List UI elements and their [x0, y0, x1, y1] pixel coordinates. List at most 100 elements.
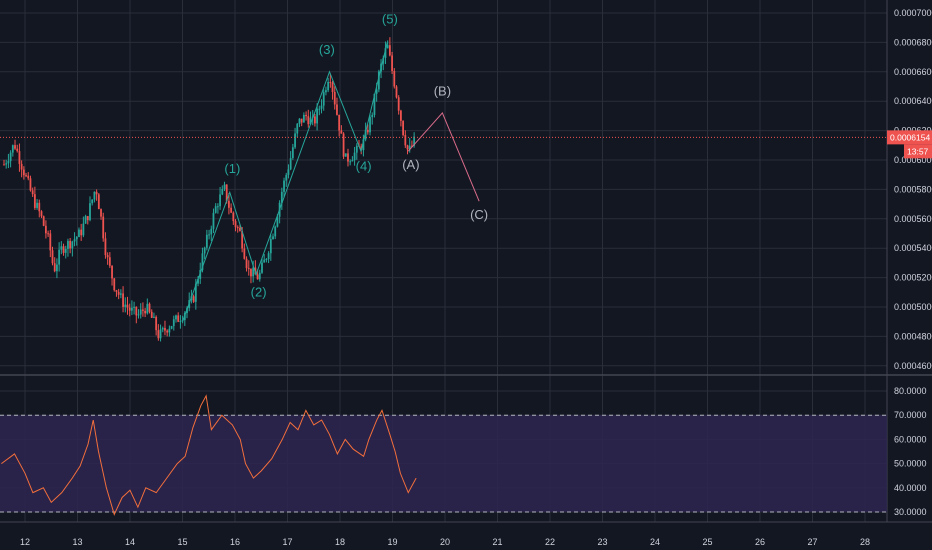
candle-body — [413, 136, 416, 146]
candle-body — [406, 145, 409, 150]
candle-body — [106, 255, 109, 258]
date-tick-label: 16 — [230, 537, 240, 547]
candle-body — [38, 202, 41, 212]
candle-body — [172, 319, 175, 327]
candle-body — [102, 216, 105, 239]
candle-body — [155, 316, 158, 331]
candle-body — [29, 178, 32, 191]
candle-body — [234, 221, 237, 228]
candle-body — [212, 212, 215, 229]
countdown-badge — [904, 144, 932, 159]
countdown-text: 13:57 — [907, 146, 929, 156]
candle-body — [307, 116, 310, 125]
candle-body — [64, 248, 67, 253]
wave-label: (1) — [224, 161, 240, 176]
candle-body — [236, 227, 239, 229]
candle-body — [144, 310, 147, 314]
candle-body — [377, 71, 380, 90]
candle-body — [119, 293, 122, 295]
candle-body — [272, 236, 274, 240]
candle-body — [325, 90, 327, 93]
candle-body — [404, 135, 407, 146]
candle-body — [40, 211, 43, 217]
candle-body — [128, 307, 131, 311]
candle-body — [56, 264, 58, 272]
candle-body — [355, 145, 358, 153]
candle-body — [285, 174, 288, 181]
date-tick-label: 23 — [597, 537, 607, 547]
candle-body — [44, 225, 47, 234]
candle-body — [353, 152, 356, 161]
candle-body — [369, 117, 371, 133]
candle-body — [247, 268, 250, 270]
candle-body — [274, 226, 277, 237]
candle-body — [47, 233, 49, 235]
date-tick-label: 24 — [650, 537, 660, 547]
candle-body — [402, 120, 405, 136]
candle-body — [108, 257, 111, 266]
candle-body — [166, 330, 169, 333]
candle-body — [161, 327, 164, 330]
candle-body — [243, 248, 246, 259]
candle-body — [175, 315, 177, 320]
corrective-wave-projection[interactable] — [407, 112, 480, 202]
price-tick-label: 0.0004600 — [894, 361, 932, 371]
candle-body — [245, 258, 248, 269]
candle-body — [27, 175, 30, 179]
date-tick-label: 13 — [72, 537, 82, 547]
candle-body — [16, 148, 19, 152]
candle-body — [309, 117, 312, 125]
candle-body — [320, 105, 323, 109]
candle-body — [263, 259, 266, 263]
candle-body — [393, 70, 396, 87]
date-tick-label: 19 — [387, 537, 397, 547]
oscillator-tick-label: 50.0000 — [894, 459, 927, 469]
candle-body — [117, 291, 120, 295]
candle-body — [366, 129, 369, 133]
oscillator-band-lines — [0, 414, 887, 513]
candle-body — [82, 223, 85, 236]
candle-body — [351, 160, 354, 162]
candle-body — [53, 263, 56, 272]
candle-body — [18, 151, 21, 164]
candle-body — [104, 238, 107, 256]
candle-body — [42, 216, 45, 226]
candle-body — [276, 216, 279, 227]
candle-body — [60, 246, 63, 250]
candle-body — [168, 328, 171, 333]
candle-body — [130, 307, 133, 311]
candle-body — [25, 175, 27, 177]
wave-trend-lines[interactable] — [182, 42, 480, 322]
candle-body — [62, 246, 65, 253]
oscillator-tick-label: 30.0000 — [894, 507, 927, 517]
candle-body — [135, 306, 138, 316]
candle-body — [258, 272, 261, 280]
candle-body — [408, 145, 411, 150]
candle-body — [318, 108, 321, 110]
candle-body — [340, 130, 343, 134]
candle-body — [49, 233, 52, 251]
candle-body — [411, 145, 413, 147]
candle-body — [283, 180, 285, 192]
candle-body — [91, 199, 94, 204]
wave-label: (C) — [470, 207, 488, 222]
candle-body — [302, 114, 305, 123]
candle-body — [254, 267, 257, 275]
date-tick-label: 26 — [755, 537, 765, 547]
candle-body — [344, 153, 347, 157]
wave-label: (3) — [319, 42, 335, 57]
price-badge — [887, 130, 932, 145]
candle-body — [261, 262, 263, 273]
candle-body — [148, 303, 151, 312]
candle-body — [137, 314, 140, 316]
candle-body — [331, 82, 334, 93]
impulse-wave-line[interactable] — [182, 42, 388, 322]
candles[interactable] — [3, 37, 416, 342]
candle-body — [296, 123, 299, 134]
